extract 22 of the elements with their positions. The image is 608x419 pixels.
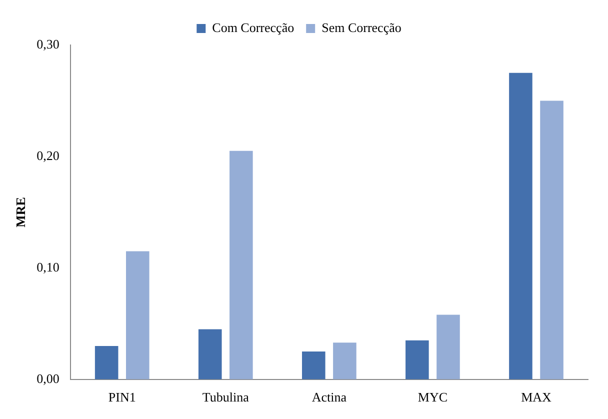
y-tick-label: 0,30: [36, 36, 60, 52]
legend-label: Com Correcção: [212, 20, 294, 35]
bar: [333, 342, 356, 380]
legend-label: Sem Correcção: [322, 20, 402, 35]
bar: [126, 251, 150, 380]
x-tick-label: MYC: [418, 390, 448, 405]
y-tick-label: 0,10: [36, 259, 60, 274]
x-tick-label: MAX: [521, 390, 552, 405]
x-tick-label: PIN1: [108, 390, 136, 405]
bar: [540, 100, 564, 380]
y-tick-label: 0,00: [36, 370, 60, 386]
bar: [436, 314, 460, 380]
bar: [406, 340, 429, 380]
bar: [509, 72, 532, 380]
bar: [302, 352, 326, 380]
bar: [230, 150, 253, 380]
x-tick-label: Tubulina: [202, 390, 250, 405]
bar: [198, 329, 222, 380]
y-axis-title: MRE: [13, 197, 28, 228]
bar: [94, 346, 118, 380]
y-tick-label: 0,20: [36, 148, 60, 163]
x-tick-label: Actina: [312, 390, 347, 405]
